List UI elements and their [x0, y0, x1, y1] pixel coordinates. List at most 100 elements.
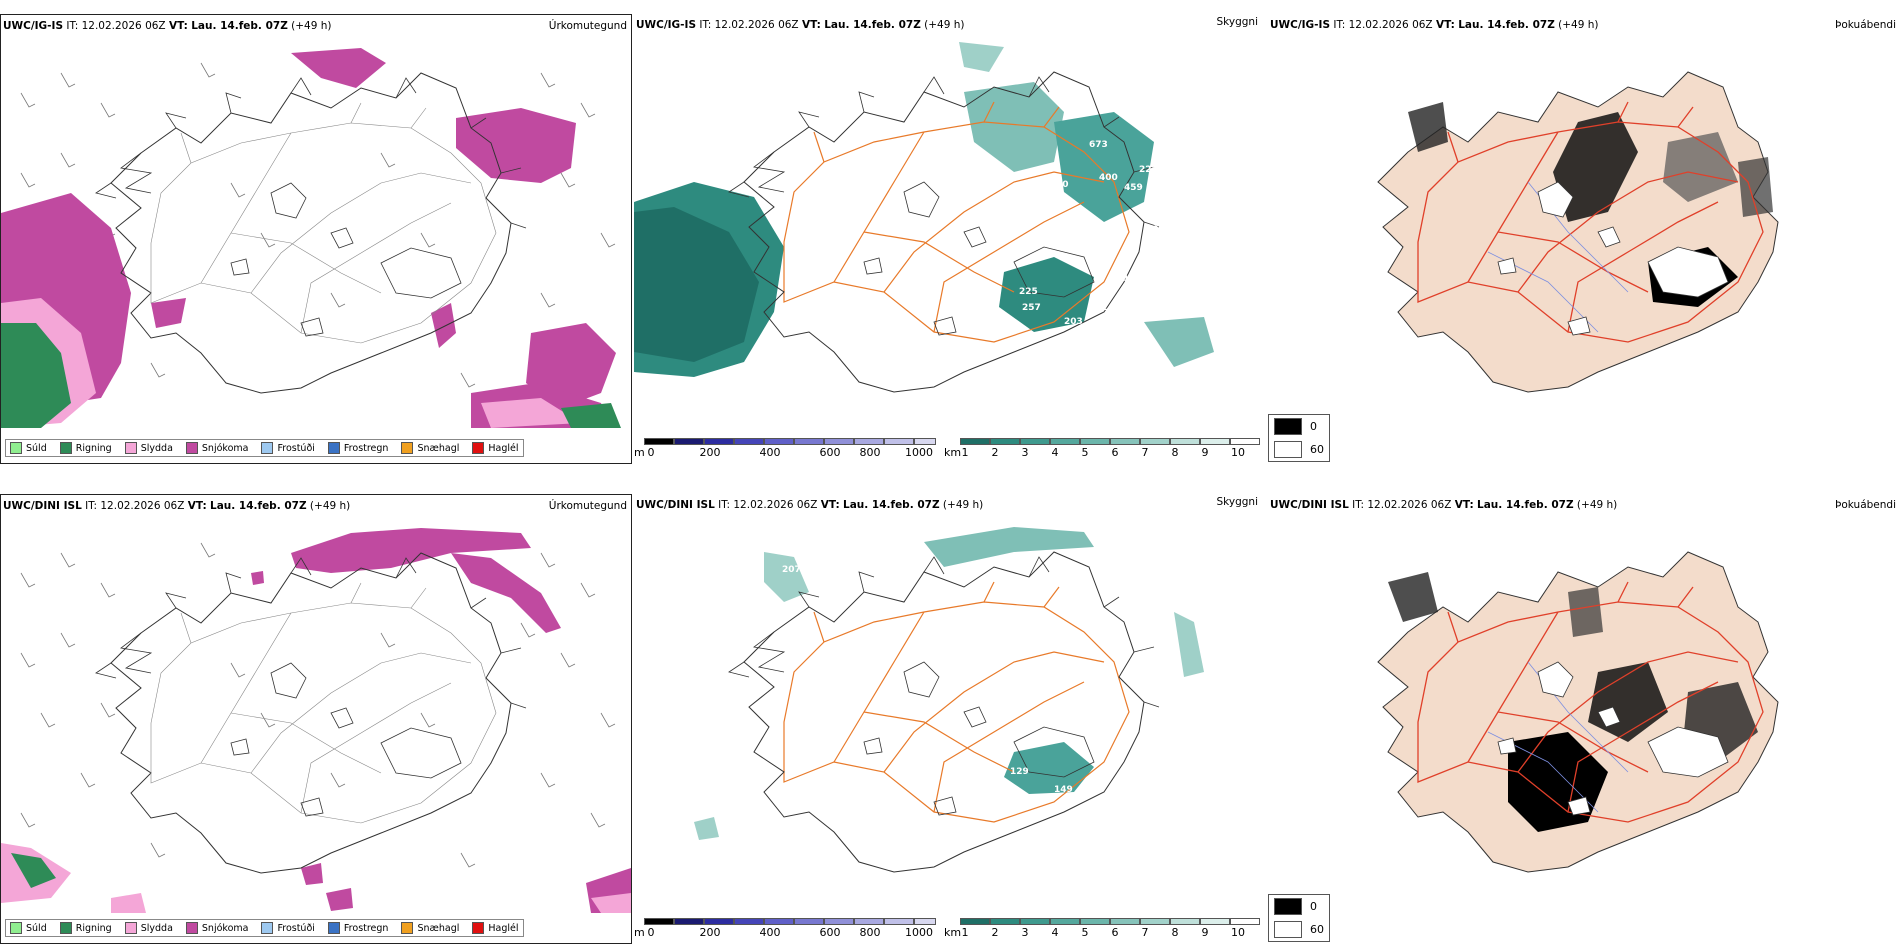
vt-value: Lau. 14.feb. 07Z — [1458, 19, 1555, 31]
legend-label: Frostúði — [277, 442, 315, 454]
visibility-value: 149 — [1054, 785, 1073, 795]
colorbar-segment — [884, 918, 914, 925]
visibility-value: 145 — [1116, 275, 1135, 285]
visibility-km-colorbar-top: km 1 2 3 4 5 6 7 8 9 10 — [944, 438, 1264, 462]
visibility-value: 938 — [1147, 190, 1166, 200]
colorbar-tick: 9 — [1201, 446, 1209, 459]
colorbar-tick: 4 — [1051, 446, 1059, 459]
fog-panel-bottom: UWC/DINI ISL IT: 12.02.2026 06Z VT: Lau.… — [1268, 494, 1900, 944]
colorbar-segment — [1050, 918, 1080, 925]
fog-value: 60 — [1310, 923, 1324, 936]
legend-swatch — [185, 442, 198, 454]
legend-swatch — [261, 922, 274, 934]
colorbar-tick: 600 — [819, 926, 841, 939]
colorbar-tick: 5 — [1081, 446, 1089, 459]
lead-time: (+49 h) — [942, 499, 984, 511]
colorbar-segment — [764, 438, 794, 445]
snow-area — [431, 303, 456, 348]
visibility-value: 354 — [1174, 177, 1193, 187]
legend-label: Frostúði — [277, 922, 315, 934]
legend-label: Rigning — [75, 922, 112, 934]
colorbar-segment — [1020, 918, 1050, 925]
it-value: 12.02.2026 06Z — [714, 19, 799, 31]
colorbar-segment — [1080, 918, 1110, 925]
colorbar-unit: km — [944, 446, 962, 459]
low-visibility-area — [1004, 742, 1094, 794]
colorbar-tick: 8 — [1171, 446, 1179, 459]
low-visibility-area — [924, 527, 1094, 567]
legend-swatch — [327, 442, 340, 454]
colorbar-tick: 1 — [961, 926, 969, 939]
it-value: 12.02.2026 06Z — [733, 499, 818, 511]
colorbar-segment — [1230, 438, 1260, 445]
visibility-km-colorbar-bottom: km 1 2 3 4 5 6 7 8 9 10 — [944, 918, 1264, 942]
snow-area — [526, 323, 616, 408]
fog-value: 0 — [1310, 900, 1317, 913]
colorbar-tick: 10 — [1231, 926, 1245, 939]
visibility-value: 225 — [1139, 165, 1158, 175]
colorbar-segment — [1020, 438, 1050, 445]
legend-item: Súld — [10, 442, 47, 454]
it-label: IT: — [718, 499, 731, 511]
it-label: IT: — [1352, 499, 1365, 511]
colorbar-tick: 400 — [759, 926, 781, 939]
visibility-value: 55 — [904, 877, 917, 887]
visibility-value: 86 — [1182, 425, 1195, 432]
fog-value: 0 — [1310, 420, 1317, 433]
legend-item: Slydda — [124, 922, 173, 934]
colorbar-tick: 5 — [1081, 926, 1089, 939]
precip-panel-top: UWC/IG-IS IT: 12.02.2026 06Z VT: Lau. 14… — [0, 14, 632, 464]
visibility-value: 147 — [1188, 713, 1207, 723]
colorbar-tick: 7 — [1141, 446, 1149, 459]
fog-map-top — [1377, 71, 1779, 393]
snow-area — [151, 298, 186, 328]
colorbar-segment — [1200, 438, 1230, 445]
fog-legend-bottom: 0 60 — [1268, 894, 1330, 942]
model-name: UWC/DINI ISL — [3, 500, 82, 512]
panel-header: UWC/IG-IS IT: 12.02.2026 06Z VT: Lau. 14… — [636, 19, 965, 31]
legend-swatch — [124, 442, 137, 454]
legend-label: Slydda — [140, 922, 173, 934]
legend-label: Snjókoma — [201, 922, 249, 934]
legend-item: Slydda — [124, 442, 173, 454]
visibility-value: 203 — [1064, 317, 1083, 327]
it-label: IT: — [699, 19, 712, 31]
legend-item: Haglél — [472, 442, 519, 454]
colorbar-tick: 0 — [647, 446, 655, 459]
colorbar-segment — [1080, 438, 1110, 445]
visibility-value: 541 — [1139, 210, 1158, 220]
colorbar-segment — [794, 918, 824, 925]
legend-swatch — [10, 442, 22, 454]
fog-value: 60 — [1310, 443, 1324, 456]
colorbar-segment — [854, 438, 884, 445]
model-name: UWC/DINI ISL — [636, 499, 715, 511]
colorbar-segment — [1110, 438, 1140, 445]
legend-label: Frostregn — [343, 922, 389, 934]
vt-value: Lau. 14.feb. 07Z — [824, 19, 921, 31]
fog-area — [1553, 112, 1638, 222]
snow-area — [301, 863, 323, 885]
legend-item: Frostregn — [327, 922, 389, 934]
snow-area — [456, 108, 576, 183]
colorbar-segment — [824, 438, 854, 445]
colorbar-segment — [704, 918, 734, 925]
colorbar-segment — [990, 918, 1020, 925]
lead-time: (+49 h) — [1558, 19, 1599, 31]
visibility-value: 207 — [782, 565, 801, 575]
legend-item: Haglél — [472, 922, 519, 934]
glaciers — [230, 182, 462, 337]
visibility-labels: 673 400 225 354 459 938 298 559 50 105 4… — [996, 140, 1205, 432]
legend-item: Rigning — [59, 442, 112, 454]
visibility-value: 673 — [1089, 140, 1108, 150]
legend-item: Frostúði — [261, 442, 315, 454]
colorbar-tick: 6 — [1111, 926, 1119, 939]
visibility-labels: 207 129 55 149 147 — [782, 565, 1207, 887]
colorbar-unit: m — [634, 446, 645, 459]
fog-legend-row: 0 — [1269, 895, 1329, 918]
colorbar-tick: 800 — [859, 446, 881, 459]
legend-label: Snæhagl — [417, 922, 460, 934]
fog-swatch — [1274, 441, 1302, 458]
vt-label: VT: — [168, 20, 188, 32]
colorbar-tick: 8 — [1171, 926, 1179, 939]
fog-swatch — [1274, 921, 1302, 938]
